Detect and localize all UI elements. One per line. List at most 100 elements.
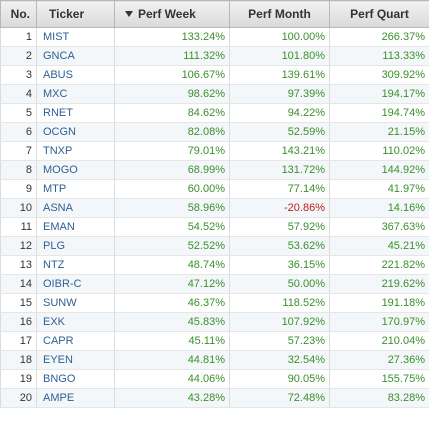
ticker-cell: ASNA: [36, 198, 115, 218]
table-row[interactable]: 10 ASNA 58.96% -20.86% 14.16%: [0, 198, 429, 218]
ticker-link[interactable]: MTP: [43, 183, 67, 195]
ticker-cell: ABUS: [36, 65, 115, 85]
perf-week-value: 54.52%: [114, 217, 230, 237]
table-row[interactable]: 17 CAPR 45.11% 57.23% 210.04%: [0, 331, 429, 351]
perf-quart-value: 367.63%: [329, 217, 429, 237]
perf-month-value: 139.61%: [229, 65, 330, 85]
column-header-ticker[interactable]: Ticker: [36, 0, 115, 28]
table-row[interactable]: 4 MXC 98.62% 97.39% 194.17%: [0, 84, 429, 104]
perf-quart-value: 45.21%: [329, 236, 429, 256]
perf-week-value: 82.08%: [114, 122, 230, 142]
table-row[interactable]: 3 ABUS 106.67% 139.61% 309.92%: [0, 65, 429, 85]
ticker-cell: CAPR: [36, 331, 115, 351]
column-header-no-label: No.: [10, 7, 30, 21]
row-number: 5: [0, 103, 37, 123]
column-header-perf-month[interactable]: Perf Month: [229, 0, 330, 28]
ticker-cell: NTZ: [36, 255, 115, 275]
column-header-no[interactable]: No.: [0, 0, 37, 28]
table-row[interactable]: 12 PLG 52.52% 53.62% 45.21%: [0, 236, 429, 256]
table-row[interactable]: 9 MTP 60.00% 77.14% 41.97%: [0, 179, 429, 199]
row-number: 20: [0, 388, 37, 408]
perf-quart-value: 266.37%: [329, 27, 429, 47]
row-number: 19: [0, 369, 37, 389]
ticker-link[interactable]: SUNW: [43, 297, 77, 309]
ticker-link[interactable]: OIBR-C: [43, 278, 82, 290]
table-row[interactable]: 2 GNCA 111.32% 101.80% 113.33%: [0, 46, 429, 66]
table-row[interactable]: 11 EMAN 54.52% 57.92% 367.63%: [0, 217, 429, 237]
perf-quart-value: 309.92%: [329, 65, 429, 85]
ticker-cell: EMAN: [36, 217, 115, 237]
table-row[interactable]: 20 AMPE 43.28% 72.48% 83.28%: [0, 388, 429, 408]
ticker-link[interactable]: ASNA: [43, 202, 73, 214]
table-row[interactable]: 14 OIBR-C 47.12% 50.00% 219.62%: [0, 274, 429, 294]
perf-quart-value: 113.33%: [329, 46, 429, 66]
ticker-cell: PLG: [36, 236, 115, 256]
row-number: 3: [0, 65, 37, 85]
row-number: 1: [0, 27, 37, 47]
row-number: 9: [0, 179, 37, 199]
table-row[interactable]: 7 TNXP 79.01% 143.21% 110.02%: [0, 141, 429, 161]
perf-month-value: 97.39%: [229, 84, 330, 104]
perf-quart-value: 144.92%: [329, 160, 429, 180]
perf-month-value: 50.00%: [229, 274, 330, 294]
perf-month-value: 36.15%: [229, 255, 330, 275]
perf-quart-value: 191.18%: [329, 293, 429, 313]
perf-quart-value: 221.82%: [329, 255, 429, 275]
ticker-link[interactable]: EXK: [43, 316, 66, 328]
perf-month-value: 118.52%: [229, 293, 330, 313]
table-row[interactable]: 1 MIST 133.24% 100.00% 266.37%: [0, 27, 429, 47]
column-header-perf-month-label: Perf Month: [248, 7, 311, 21]
row-number: 11: [0, 217, 37, 237]
ticker-link[interactable]: BNGO: [43, 373, 76, 385]
ticker-link[interactable]: MIST: [43, 31, 70, 43]
ticker-link[interactable]: TNXP: [43, 145, 73, 157]
row-number: 15: [0, 293, 37, 313]
table-row[interactable]: 18 EYEN 44.81% 32.54% 27.36%: [0, 350, 429, 370]
table-row[interactable]: 6 OCGN 82.08% 52.59% 21.15%: [0, 122, 429, 142]
ticker-link[interactable]: RNET: [43, 107, 73, 119]
row-number: 4: [0, 84, 37, 104]
column-header-perf-week[interactable]: Perf Week: [114, 0, 230, 28]
row-number: 12: [0, 236, 37, 256]
column-header-perf-quart[interactable]: Perf Quart: [329, 0, 429, 28]
perf-week-value: 47.12%: [114, 274, 230, 294]
ticker-link[interactable]: OCGN: [43, 126, 76, 138]
perf-month-value: 57.23%: [229, 331, 330, 351]
ticker-link[interactable]: CAPR: [43, 335, 74, 347]
row-number: 2: [0, 46, 37, 66]
ticker-link[interactable]: EMAN: [43, 221, 75, 233]
perf-quart-value: 27.36%: [329, 350, 429, 370]
perf-quart-value: 83.28%: [329, 388, 429, 408]
ticker-link[interactable]: NTZ: [43, 259, 65, 271]
table-row[interactable]: 5 RNET 84.62% 94.22% 194.74%: [0, 103, 429, 123]
perf-month-value: 100.00%: [229, 27, 330, 47]
table-row[interactable]: 15 SUNW 46.37% 118.52% 191.18%: [0, 293, 429, 313]
ticker-cell: MIST: [36, 27, 115, 47]
sort-descending-icon: [125, 11, 133, 17]
ticker-link[interactable]: MXC: [43, 88, 68, 100]
screener-table: No. Ticker Perf Week Perf Month Perf Qua…: [0, 0, 429, 408]
ticker-link[interactable]: AMPE: [43, 392, 75, 404]
table-row[interactable]: 16 EXK 45.83% 107.92% 170.97%: [0, 312, 429, 332]
perf-quart-value: 219.62%: [329, 274, 429, 294]
perf-week-value: 43.28%: [114, 388, 230, 408]
perf-week-value: 44.81%: [114, 350, 230, 370]
ticker-cell: OIBR-C: [36, 274, 115, 294]
ticker-link[interactable]: PLG: [43, 240, 66, 252]
row-number: 18: [0, 350, 37, 370]
perf-quart-value: 194.17%: [329, 84, 429, 104]
table-row[interactable]: 8 MOGO 68.99% 131.72% 144.92%: [0, 160, 429, 180]
perf-week-value: 68.99%: [114, 160, 230, 180]
ticker-link[interactable]: MOGO: [43, 164, 78, 176]
ticker-cell: AMPE: [36, 388, 115, 408]
column-header-perf-quart-label: Perf Quart: [350, 7, 409, 21]
table-row[interactable]: 13 NTZ 48.74% 36.15% 221.82%: [0, 255, 429, 275]
ticker-link[interactable]: ABUS: [43, 69, 73, 81]
ticker-cell: BNGO: [36, 369, 115, 389]
ticker-cell: GNCA: [36, 46, 115, 66]
perf-week-value: 111.32%: [114, 46, 230, 66]
ticker-link[interactable]: EYEN: [43, 354, 73, 366]
perf-week-value: 46.37%: [114, 293, 230, 313]
table-row[interactable]: 19 BNGO 44.06% 90.05% 155.75%: [0, 369, 429, 389]
ticker-link[interactable]: GNCA: [43, 50, 75, 62]
